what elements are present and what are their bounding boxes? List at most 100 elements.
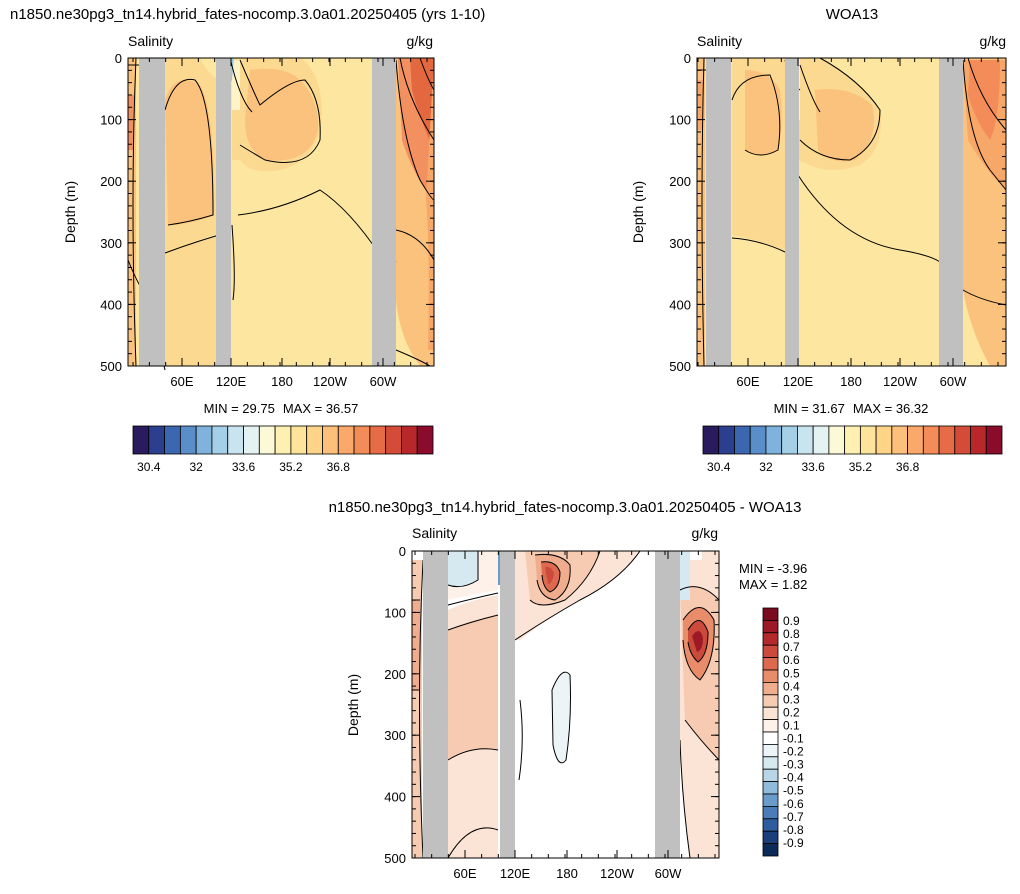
colorbar-swatch: [337, 425, 355, 455]
colorbar-label: 30.4: [707, 460, 731, 474]
colorbar-label: 0.2: [783, 705, 800, 719]
panel1-ylabel: Depth (m): [62, 181, 78, 243]
panel1-title: n1850.ne30pg3_tn14.hybrid_fates-nocomp.3…: [10, 6, 485, 23]
colorbar-swatch: [211, 425, 229, 455]
y-tick-label: 100: [384, 605, 406, 620]
y-tick-label: 200: [100, 174, 122, 189]
colorbar-label: 33.6: [232, 460, 256, 474]
colorbar-label: -0.1: [783, 732, 804, 746]
panel3-x-axis: 60E 120E 180 120W 60W: [414, 551, 716, 881]
colorbar-label: 0.7: [783, 640, 800, 654]
x-tick-label: 60W: [940, 374, 967, 389]
panel3-min-text: MIN = -3.96: [739, 561, 807, 576]
colorbar-label: 0.3: [783, 692, 800, 706]
colorbar-label: -0.5: [783, 784, 804, 798]
panel2-left-label: Salinity: [697, 33, 742, 49]
panel1-x-axis: 60E 120E 180 120W 60W: [132, 58, 428, 389]
colorbar-label: -0.3: [783, 758, 804, 772]
colorbar-swatch: [954, 425, 971, 455]
colorbar-swatch: [762, 644, 779, 659]
colorbar-swatch: [385, 425, 402, 455]
colorbar-swatch: [416, 425, 434, 455]
panel1-y-axis: 0 100 200 300 400 500: [100, 51, 434, 374]
colorbar-label: 35.2: [279, 460, 303, 474]
panel3-max-value: 1.82: [782, 577, 807, 592]
colorbar-swatch: [195, 425, 213, 455]
colorbar-label: 0.1: [783, 718, 800, 732]
panel3-y-axis: 0 100 200 300 400 500: [384, 544, 719, 866]
panel2-ylabel: Depth (m): [630, 181, 646, 243]
x-tick-label: 120E: [216, 374, 247, 389]
y-tick-label: 300: [100, 236, 122, 251]
colorbar-swatch: [227, 425, 244, 455]
panel3-colorbar: 0.90.80.70.60.50.40.30.20.1-0.1-0.2-0.3-…: [762, 607, 804, 857]
panel2-max-value: 36.32: [896, 401, 929, 416]
colorbar-swatch: [401, 425, 418, 455]
panel2-min-label: MIN =: [774, 401, 813, 416]
y-tick-label: 300: [669, 236, 691, 251]
y-tick-label: 200: [669, 174, 691, 189]
colorbar-swatch: [164, 425, 181, 455]
panel2-right-label: g/kg: [980, 33, 1006, 49]
colorbar-swatch: [762, 657, 779, 671]
colorbar-swatch: [322, 425, 339, 455]
colorbar-swatch: [762, 682, 779, 696]
colorbar-swatch: [132, 425, 150, 455]
colorbar-label: -0.4: [783, 771, 804, 785]
colorbar-swatch: [762, 706, 779, 721]
colorbar-label: -0.7: [783, 810, 804, 824]
panel2-min-value: 31.67: [812, 401, 845, 416]
x-tick-label: 180: [556, 866, 578, 881]
x-tick-label: 180: [271, 374, 293, 389]
y-tick-label: 400: [384, 790, 406, 805]
y-tick-label: 100: [100, 113, 122, 128]
panel2-max-label: MAX =: [853, 401, 896, 416]
x-tick-label: 60E: [170, 374, 193, 389]
x-tick-label: 120E: [783, 374, 814, 389]
colorbar-label: 0.9: [783, 614, 800, 628]
colorbar-swatch: [891, 425, 908, 455]
colorbar-label: -0.2: [783, 745, 804, 759]
panel2-field: [697, 57, 1007, 367]
colorbar-swatch: [306, 425, 323, 455]
colorbar-swatch: [258, 425, 276, 455]
y-tick-label: 0: [399, 544, 406, 559]
panel1-min-label: MIN =: [204, 401, 243, 416]
panel3-min-label: MIN =: [739, 561, 778, 576]
colorbar-swatch: [762, 756, 779, 770]
x-tick-label: 60W: [655, 866, 682, 881]
x-tick-label: 120W: [883, 374, 918, 389]
panel1-left-label: Salinity: [128, 33, 173, 49]
y-tick-label: 100: [669, 113, 691, 128]
panel1-min-value: 29.75: [242, 401, 275, 416]
panel1-max-label: MAX =: [283, 401, 326, 416]
panel2-title: WOA13: [826, 6, 879, 23]
colorbar-swatch: [970, 425, 987, 455]
y-tick-label: 0: [684, 51, 691, 66]
colorbar-swatch: [179, 425, 197, 455]
colorbar-swatch: [762, 632, 779, 646]
panel-woa13: WOA13 Salinity g/kg Depth (m): [630, 6, 1007, 474]
colorbar-swatch: [274, 425, 292, 455]
colorbar-swatch: [859, 425, 877, 455]
colorbar-swatch: [762, 830, 779, 845]
panel-difference: n1850.ne30pg3_tn14.hybrid_fates-nocomp.3…: [329, 499, 808, 881]
y-tick-label: 500: [384, 851, 406, 866]
colorbar-swatch: [353, 425, 371, 455]
panel3-min-value: -3.96: [778, 561, 808, 576]
colorbar-swatch: [985, 425, 1003, 455]
panel1-colorbar: 30.4 32 33.6 35.2 36.8: [132, 425, 434, 474]
x-tick-label: 120W: [600, 866, 635, 881]
panel-model: n1850.ne30pg3_tn14.hybrid_fates-nocomp.3…: [10, 6, 485, 474]
panel3-max-label: MAX =: [739, 577, 782, 592]
colorbar-swatch: [781, 425, 798, 455]
colorbar-swatch: [702, 425, 720, 455]
colorbar-label: 0.8: [783, 627, 800, 641]
colorbar-label: 35.2: [849, 460, 873, 474]
colorbar-swatch: [762, 669, 779, 683]
colorbar-label: 0.6: [783, 653, 800, 667]
colorbar-label: 0.5: [783, 666, 800, 680]
colorbar-swatch: [762, 719, 779, 733]
panel2-x-axis: 60E 120E 180 120W 60W: [697, 58, 999, 389]
